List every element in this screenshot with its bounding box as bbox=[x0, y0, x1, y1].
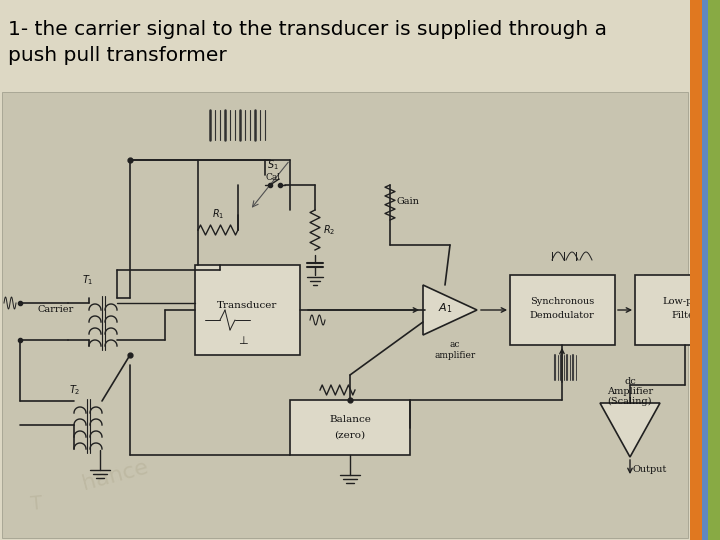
Bar bbox=[290, 400, 410, 455]
Polygon shape bbox=[600, 403, 660, 457]
Text: (zero): (zero) bbox=[334, 430, 366, 440]
Text: Gain: Gain bbox=[397, 198, 420, 206]
Text: T: T bbox=[30, 494, 44, 514]
Bar bbox=[635, 275, 720, 345]
Text: hance: hance bbox=[80, 457, 150, 494]
Text: Carrier: Carrier bbox=[38, 306, 74, 314]
Text: Amplifier: Amplifier bbox=[607, 387, 653, 395]
Text: Low-pass: Low-pass bbox=[662, 298, 708, 307]
Text: Output: Output bbox=[633, 464, 667, 474]
Text: ac
amplifier: ac amplifier bbox=[434, 340, 476, 360]
Text: 1- the carrier signal to the transducer is supplied through a: 1- the carrier signal to the transducer … bbox=[8, 20, 607, 39]
Text: $T_1$: $T_1$ bbox=[82, 273, 94, 287]
Text: $R_2$: $R_2$ bbox=[323, 223, 336, 237]
Bar bbox=[2, 92, 688, 538]
Text: $R_1$: $R_1$ bbox=[212, 207, 224, 221]
Text: Filter: Filter bbox=[671, 312, 698, 321]
Text: Transducer: Transducer bbox=[217, 300, 277, 309]
Bar bbox=[0, 0, 690, 90]
Bar bbox=[702, 0, 708, 540]
Text: push pull transformer: push pull transformer bbox=[8, 46, 227, 65]
Text: Synchronous: Synchronous bbox=[530, 298, 594, 307]
Text: $A_1$: $A_1$ bbox=[438, 301, 452, 315]
Text: Balance: Balance bbox=[329, 415, 371, 424]
Text: $\bot$: $\bot$ bbox=[235, 334, 248, 346]
Text: $T_2$: $T_2$ bbox=[69, 383, 81, 397]
Text: Demodulator: Demodulator bbox=[530, 312, 595, 321]
Text: dc: dc bbox=[624, 376, 636, 386]
Bar bbox=[195, 265, 300, 355]
Text: Cal: Cal bbox=[266, 172, 281, 181]
Text: $S_1$: $S_1$ bbox=[267, 158, 279, 172]
Bar bbox=[510, 275, 615, 345]
Polygon shape bbox=[423, 285, 477, 335]
Text: (Scaling): (Scaling) bbox=[608, 396, 652, 406]
Bar bbox=[690, 0, 702, 540]
Bar bbox=[708, 0, 720, 540]
